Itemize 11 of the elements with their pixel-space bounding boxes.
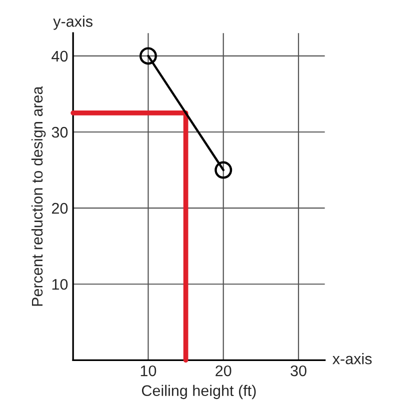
y-tick-label: 20 <box>52 202 68 214</box>
y-tick-label: 40 <box>52 50 68 62</box>
x-tick-label: 10 <box>140 365 156 376</box>
x-axis-title: Ceiling height (ft) <box>142 384 256 400</box>
x-tick-label: 20 <box>216 365 232 376</box>
x-tick-label: 30 <box>290 365 306 376</box>
y-tick-label: 10 <box>52 278 68 290</box>
text: x-axis <box>332 353 372 364</box>
y-tick-label: 30 <box>52 126 68 138</box>
y-axis-title: Percent reduction to design area <box>31 86 46 306</box>
text: y-axis <box>53 16 92 30</box>
